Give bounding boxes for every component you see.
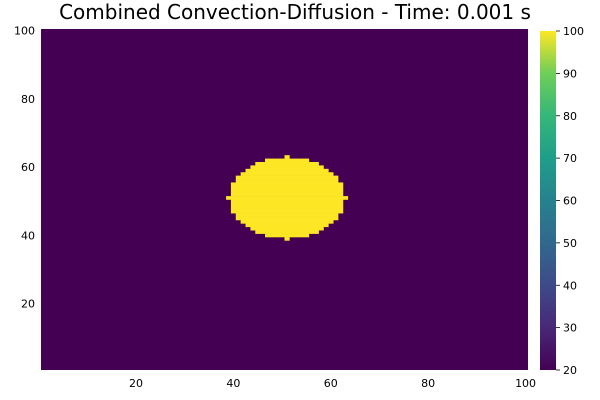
heatmap-cell-row [284, 237, 290, 241]
heatmap-cell-row [235, 216, 339, 221]
x-axis: 20 40 60 80 100 [129, 377, 536, 390]
colorbar-ticks: 20 30 40 50 60 70 80 90 100 [556, 25, 584, 377]
colorbar-tick-label: 30 [563, 322, 577, 335]
x-tick-label: 20 [129, 377, 143, 390]
heatmap-cell-row [230, 199, 344, 204]
heatmap-cell-row [235, 179, 339, 183]
x-tick-label: 80 [421, 377, 435, 390]
heatmap-cell-row [284, 155, 290, 159]
heatmap-cell-row [230, 185, 344, 190]
colorbar-tick-label: 90 [563, 67, 577, 80]
colorbar-tick-label: 40 [563, 279, 577, 292]
heatmap-plot-area [41, 29, 528, 370]
x-tick-label: 100 [515, 377, 536, 390]
colorbar-tick-label: 60 [563, 195, 577, 208]
heatmap-cell-row [230, 209, 344, 214]
heatmap-cell-row [265, 158, 310, 163]
y-tick-label: 100 [14, 25, 35, 38]
chart-title: Combined Convection-Diffusion - Time: 0.… [59, 0, 531, 24]
heatmap-cell-row [250, 226, 324, 231]
heatmap-cell-row [235, 175, 339, 180]
heatmap-cell-row [250, 165, 324, 170]
colorbar-tick-label: 80 [563, 110, 577, 123]
x-tick-label: 60 [324, 377, 338, 390]
heatmap-cell-row [240, 219, 334, 224]
heatmap-cell-row [245, 223, 329, 228]
heatmap-cell-row [240, 172, 334, 176]
heatmap-cell-row [230, 206, 344, 211]
colorbar-tick-label: 100 [563, 25, 584, 38]
heatmap-cell-row [230, 182, 344, 187]
heatmap-cell-row [226, 196, 349, 200]
colorbar [540, 31, 556, 370]
heatmap-cell-row [255, 230, 319, 234]
colorbar-tick-label: 50 [563, 237, 577, 250]
y-tick-label: 80 [21, 93, 35, 106]
heatmap-cell-row [245, 168, 329, 173]
heatmap-cell-row [255, 161, 319, 166]
heatmap-cell-row [235, 213, 339, 217]
heatmap-cell-row [230, 202, 344, 207]
y-axis: 20 40 60 80 100 [14, 25, 35, 311]
heatmap-cell-row [230, 189, 344, 193]
colorbar-tick-label: 70 [563, 152, 577, 165]
heatmap-cell-row [230, 192, 344, 197]
y-tick-label: 60 [21, 161, 35, 174]
x-tick-label: 40 [226, 377, 240, 390]
y-tick-label: 20 [21, 298, 35, 311]
y-tick-label: 40 [21, 229, 35, 242]
colorbar-tick-label: 20 [563, 364, 577, 377]
heatmap-cell-row [265, 233, 310, 238]
